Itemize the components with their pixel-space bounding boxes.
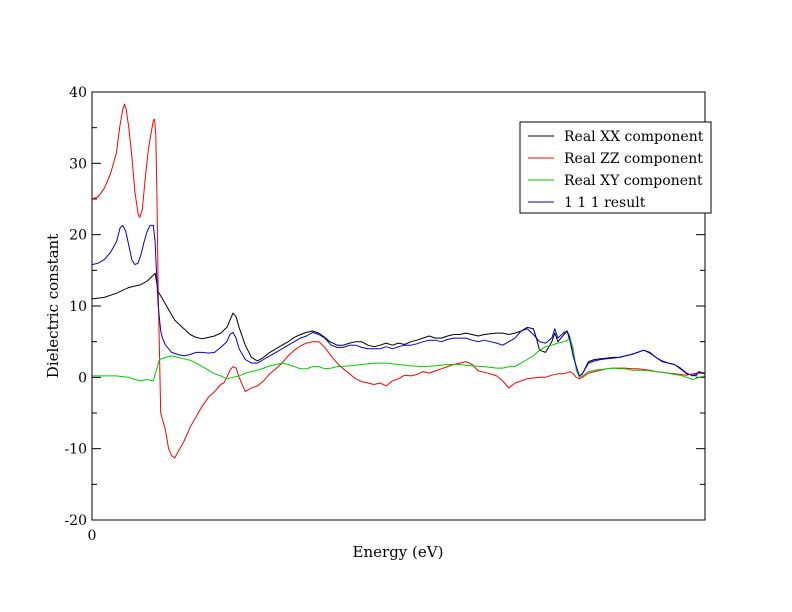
legend-label: Real XX component <box>564 129 704 145</box>
x-tick-label: 0 <box>88 528 97 544</box>
legend-box <box>519 121 712 214</box>
y-tick-label: 30 <box>69 156 87 172</box>
y-axis-title: Dielectric constant <box>44 234 62 378</box>
x-axis-title: Energy (eV) <box>353 543 444 561</box>
y-tick-label: 20 <box>69 228 87 244</box>
y-tick-label: 40 <box>69 85 87 101</box>
legend: Real XX component Real ZZ component Real X… <box>519 121 712 214</box>
series-line-4 <box>91 224 706 377</box>
y-tick-label: 10 <box>69 299 87 315</box>
series-line-2 <box>91 103 706 459</box>
legend-label: 1 1 1 result <box>564 195 646 211</box>
y-tick-label: -10 <box>64 442 87 458</box>
series-line-3 <box>92 337 706 382</box>
lines-layer <box>91 103 706 459</box>
labels-layer: Energy (eV) Dielectric constant <box>44 234 443 561</box>
series-line-1 <box>91 272 706 377</box>
y-tick-label: -20 <box>64 513 87 529</box>
y-tick-label: 0 <box>78 370 87 386</box>
ticks-layer: -20 -10 0 10 20 30 40 0 <box>64 85 705 544</box>
legend-label: Real ZZ component <box>564 151 703 167</box>
legend-label: Real XY component <box>564 173 703 189</box>
plot-frame <box>91 91 706 521</box>
